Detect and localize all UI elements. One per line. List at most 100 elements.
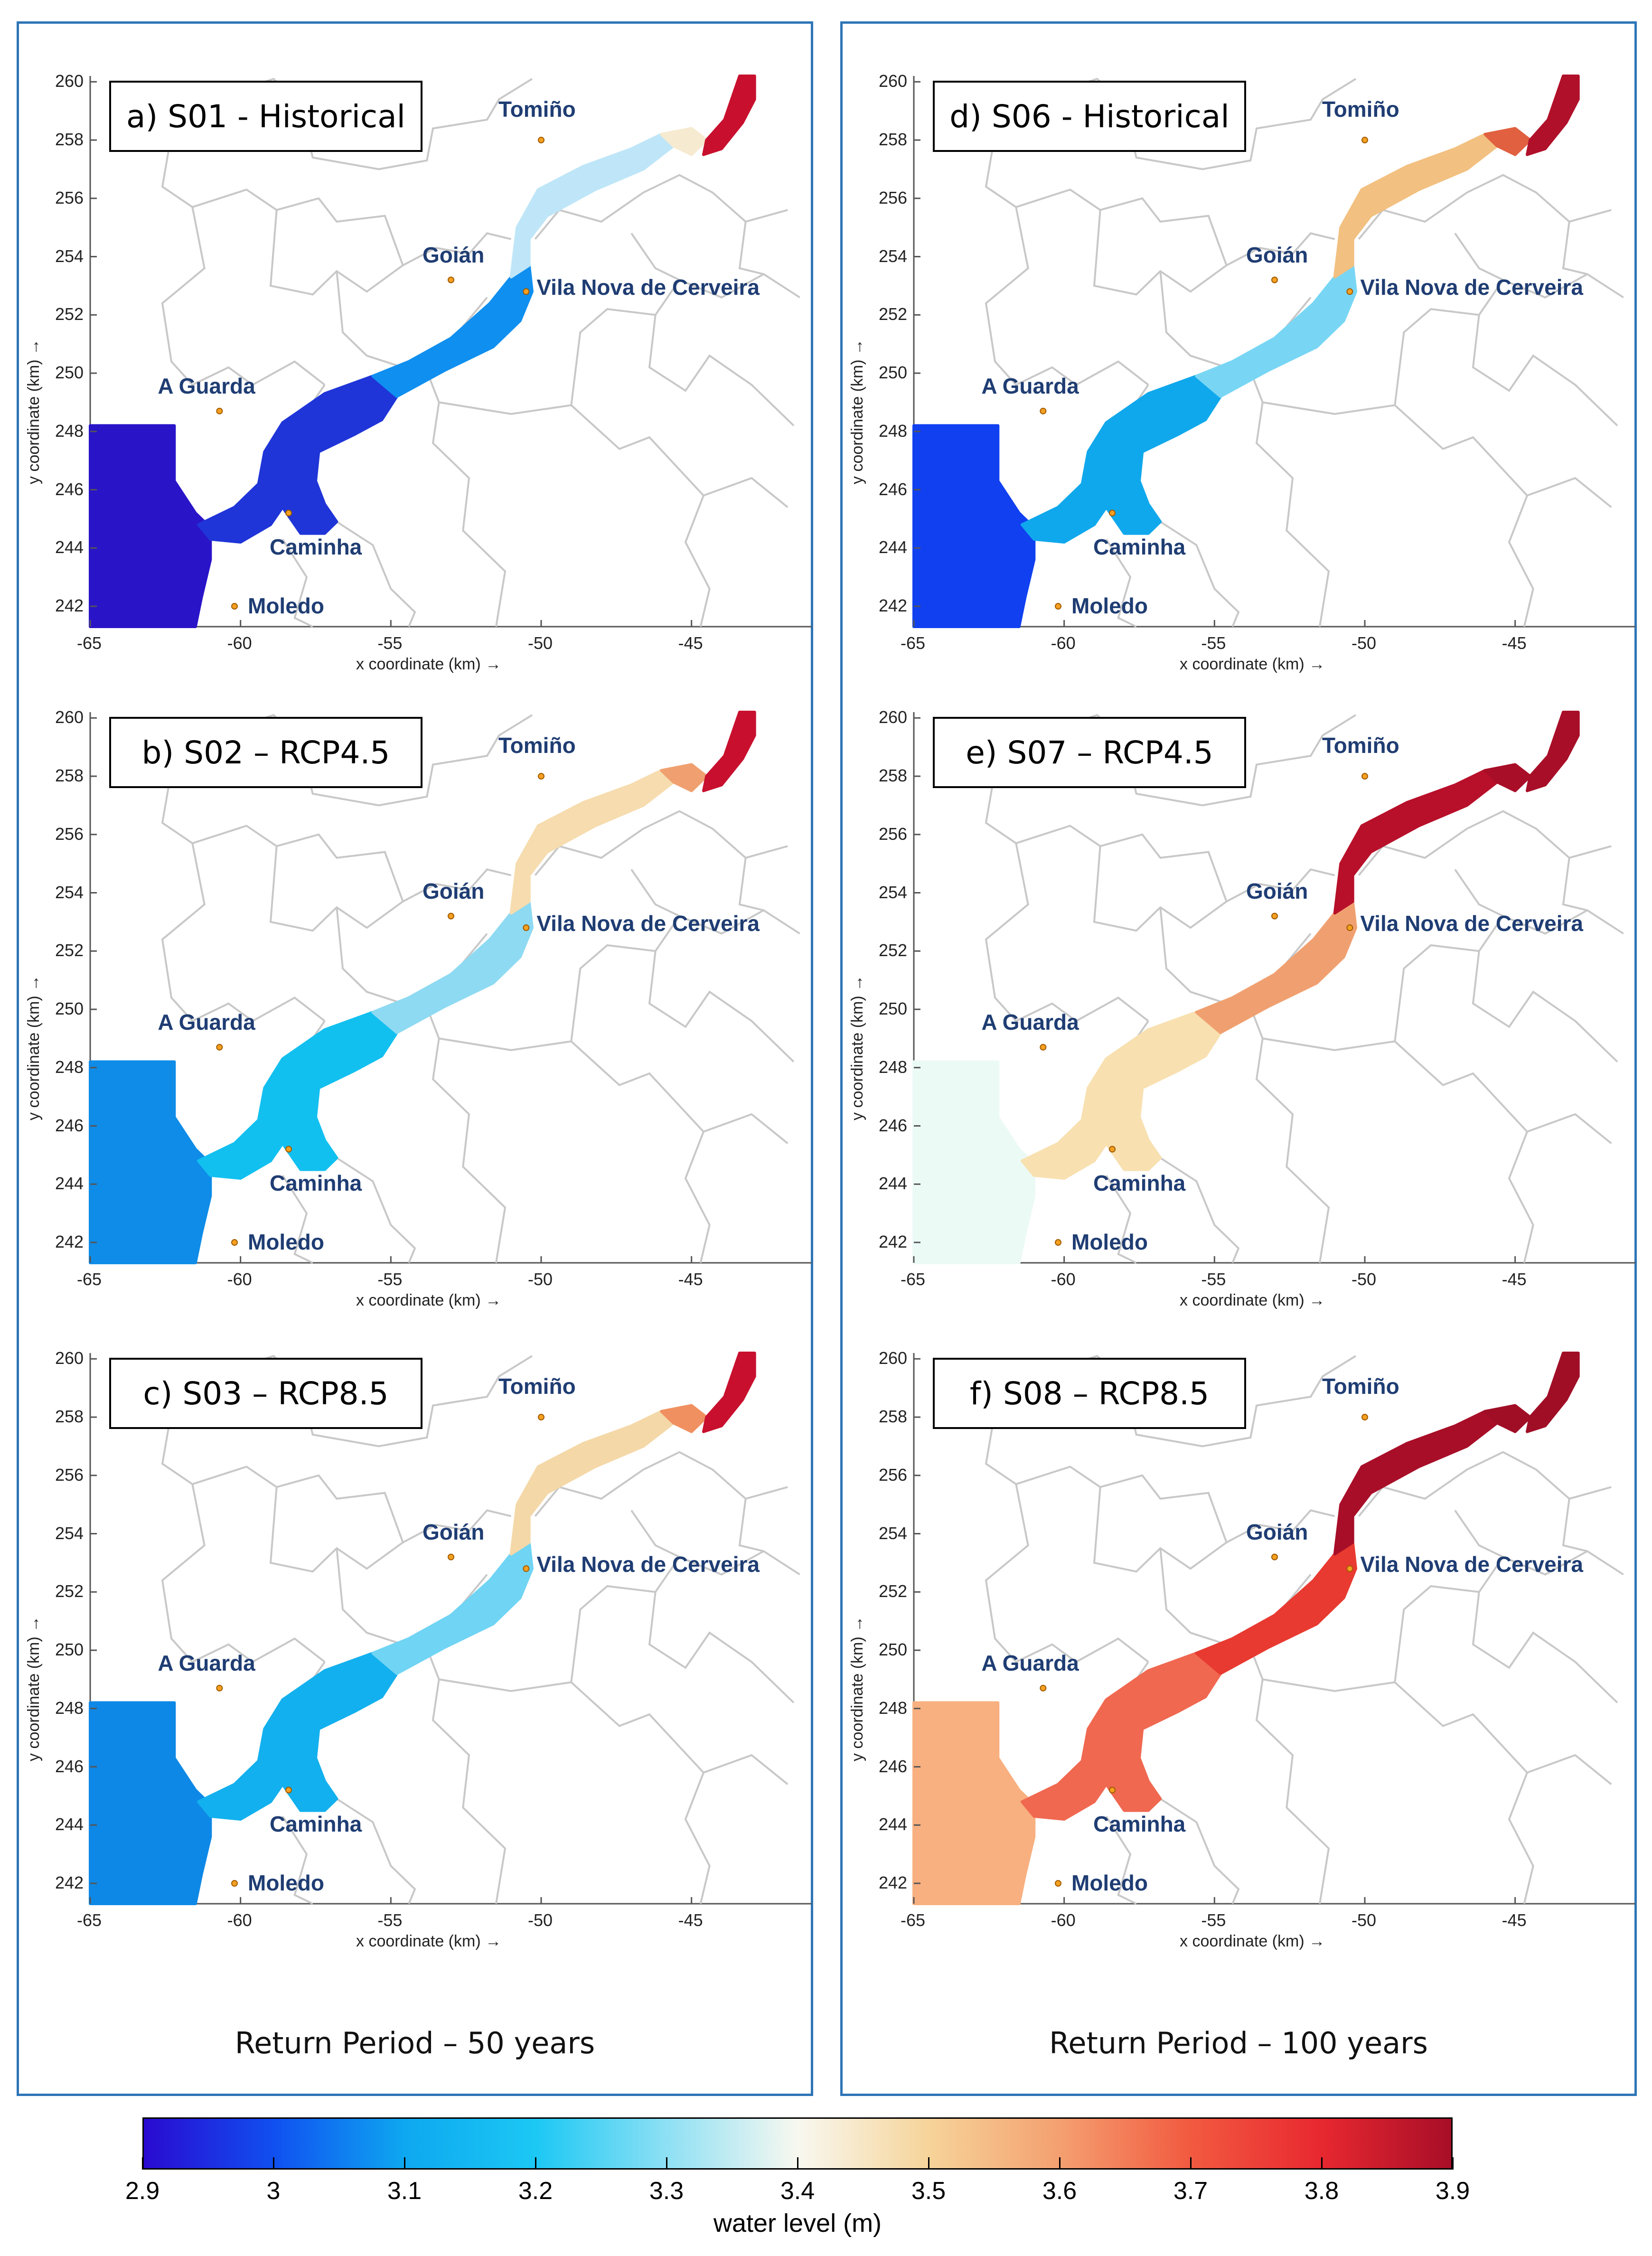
town-label: Vila Nova de Cerveira xyxy=(536,1552,760,1577)
boundary-line xyxy=(1562,221,1588,275)
town-label: A Guarda xyxy=(981,1650,1079,1675)
sea-region xyxy=(912,1701,1036,1905)
boundary-line xyxy=(1454,1510,1504,1558)
lower-estuary xyxy=(1021,1652,1222,1821)
x-tick-label: -45 xyxy=(678,1910,703,1930)
town-marker xyxy=(1109,1146,1116,1153)
sea-region xyxy=(89,1060,212,1264)
town-marker xyxy=(523,924,530,931)
town-marker xyxy=(216,1043,223,1051)
group-caption-100yr: Return Period – 100 years xyxy=(1049,2026,1428,2060)
panel-label: c) S03 – RCP8.5 xyxy=(109,1358,422,1429)
boundary-line xyxy=(703,1754,788,1785)
colorbar-tick-mark xyxy=(1059,2157,1061,2170)
y-tick-label: 254 xyxy=(879,246,908,266)
town-marker xyxy=(231,603,238,610)
estuary-head xyxy=(1483,1404,1532,1433)
x-tick-label: -60 xyxy=(1051,1910,1076,1930)
town-label: A Guarda xyxy=(158,373,255,398)
y-tick-label: 250 xyxy=(879,999,908,1019)
x-tick-label: -60 xyxy=(1051,633,1076,653)
y-tick-label: 260 xyxy=(879,707,908,727)
y-tick-label: 250 xyxy=(879,363,908,383)
y-tick-label: 258 xyxy=(55,766,84,786)
town-marker xyxy=(1040,407,1047,414)
boundary-line xyxy=(336,907,404,1005)
y-tick-label: 242 xyxy=(879,1232,908,1252)
boundary-line xyxy=(269,210,404,296)
colorbar-tick-mark xyxy=(1452,2157,1454,2170)
lower-estuary xyxy=(1021,375,1222,544)
upper-estuary xyxy=(509,1410,675,1556)
town-label: Goián xyxy=(1246,878,1308,903)
colorbar-tick-mark xyxy=(142,2157,143,2170)
y-tick-label: 250 xyxy=(55,1640,84,1660)
y-tick-label: 256 xyxy=(879,824,908,844)
y-tick-label: 250 xyxy=(55,999,84,1019)
y-tick-label: 250 xyxy=(879,1640,908,1660)
y-tick-label: 244 xyxy=(879,1814,908,1834)
town-marker xyxy=(538,773,544,780)
x-tick-label: -45 xyxy=(1502,633,1527,653)
y-axis-title: y coordinate (km) → xyxy=(848,975,866,1120)
y-tick-label: 246 xyxy=(55,1756,84,1776)
boundary-line xyxy=(630,869,680,917)
map-panel-6: -65 -60 -55 -50 -45 242 244 246 248 250 252 254 256 2… xyxy=(843,1344,1640,1961)
boundary-line xyxy=(648,1592,795,1703)
town-label: Moledo xyxy=(248,1230,324,1255)
y-tick-label: 256 xyxy=(879,188,908,207)
map-panel-2: -65 -60 -55 -50 -45 242 244 246 248 250 252 254 256 2… xyxy=(19,703,817,1320)
town-marker xyxy=(1271,912,1278,920)
colorbar-tick-mark xyxy=(273,2157,274,2170)
x-tick-label: -60 xyxy=(227,633,252,653)
boundary-line xyxy=(1243,355,1330,627)
town-label: Vila Nova de Cerveira xyxy=(1360,275,1583,300)
estuary-head xyxy=(1483,127,1532,156)
boundary-line xyxy=(648,951,795,1062)
x-tick-label: -55 xyxy=(377,633,403,653)
boundary-line xyxy=(161,1370,512,1544)
town-label: Vila Nova de Cerveira xyxy=(1360,1552,1583,1577)
y-tick-label: 242 xyxy=(55,596,84,616)
map-panel-3: -65 -60 -55 -50 -45 242 244 246 248 250 252 254 256 2… xyxy=(19,1344,817,1961)
town-marker xyxy=(216,407,223,414)
y-tick-label: 244 xyxy=(879,537,908,557)
y-tick-label: 256 xyxy=(55,188,84,207)
colorbar-tick-mark xyxy=(1321,2157,1323,2170)
town-label: Tomiño xyxy=(1322,1374,1399,1399)
town-marker xyxy=(523,1565,530,1572)
boundary-line xyxy=(985,1370,1335,1544)
upper-estuary xyxy=(509,132,675,279)
y-tick-label: 260 xyxy=(55,71,84,91)
y-tick-label: 252 xyxy=(879,304,908,324)
x-axis-title: x coordinate (km) → xyxy=(356,1291,502,1309)
boundary-line xyxy=(1160,521,1240,627)
colorbar-tick-mark xyxy=(535,2157,536,2170)
boundary-line xyxy=(420,1632,507,1904)
y-axis-title: y coordinate (km) → xyxy=(25,1616,43,1761)
y-tick-label: 258 xyxy=(55,1407,84,1427)
boundary-line xyxy=(439,1678,711,1904)
boundary-line xyxy=(1472,951,1618,1062)
x-tick-label: -50 xyxy=(528,1910,553,1930)
boundary-line xyxy=(1562,857,1588,912)
colorbar-tick-label: 3.4 xyxy=(780,2177,815,2205)
town-marker xyxy=(1271,276,1278,283)
x-axis-title: x coordinate (km) → xyxy=(356,1932,502,1950)
boundary-line xyxy=(534,1451,788,1517)
y-tick-label: 254 xyxy=(55,246,84,266)
y-tick-label: 244 xyxy=(55,1174,84,1194)
y-tick-label: 254 xyxy=(879,1523,908,1543)
colorbar-tick-label: 3.5 xyxy=(911,2177,946,2205)
y-tick-label: 254 xyxy=(879,882,908,902)
boundary-line xyxy=(534,174,788,240)
x-axis-title: x coordinate (km) → xyxy=(1180,655,1325,673)
boundary-line xyxy=(1394,1550,1624,1683)
boundary-line xyxy=(282,1175,313,1264)
colorbar-tick-label: 3.8 xyxy=(1304,2177,1339,2205)
map-panel-4: -65 -60 -55 -50 -45 242 244 246 248 250 252 254 256 2… xyxy=(843,66,1640,684)
boundary-line xyxy=(1262,401,1534,627)
x-tick-label: -50 xyxy=(1352,1910,1377,1930)
town-marker xyxy=(448,276,454,283)
boundary-line xyxy=(439,401,711,627)
